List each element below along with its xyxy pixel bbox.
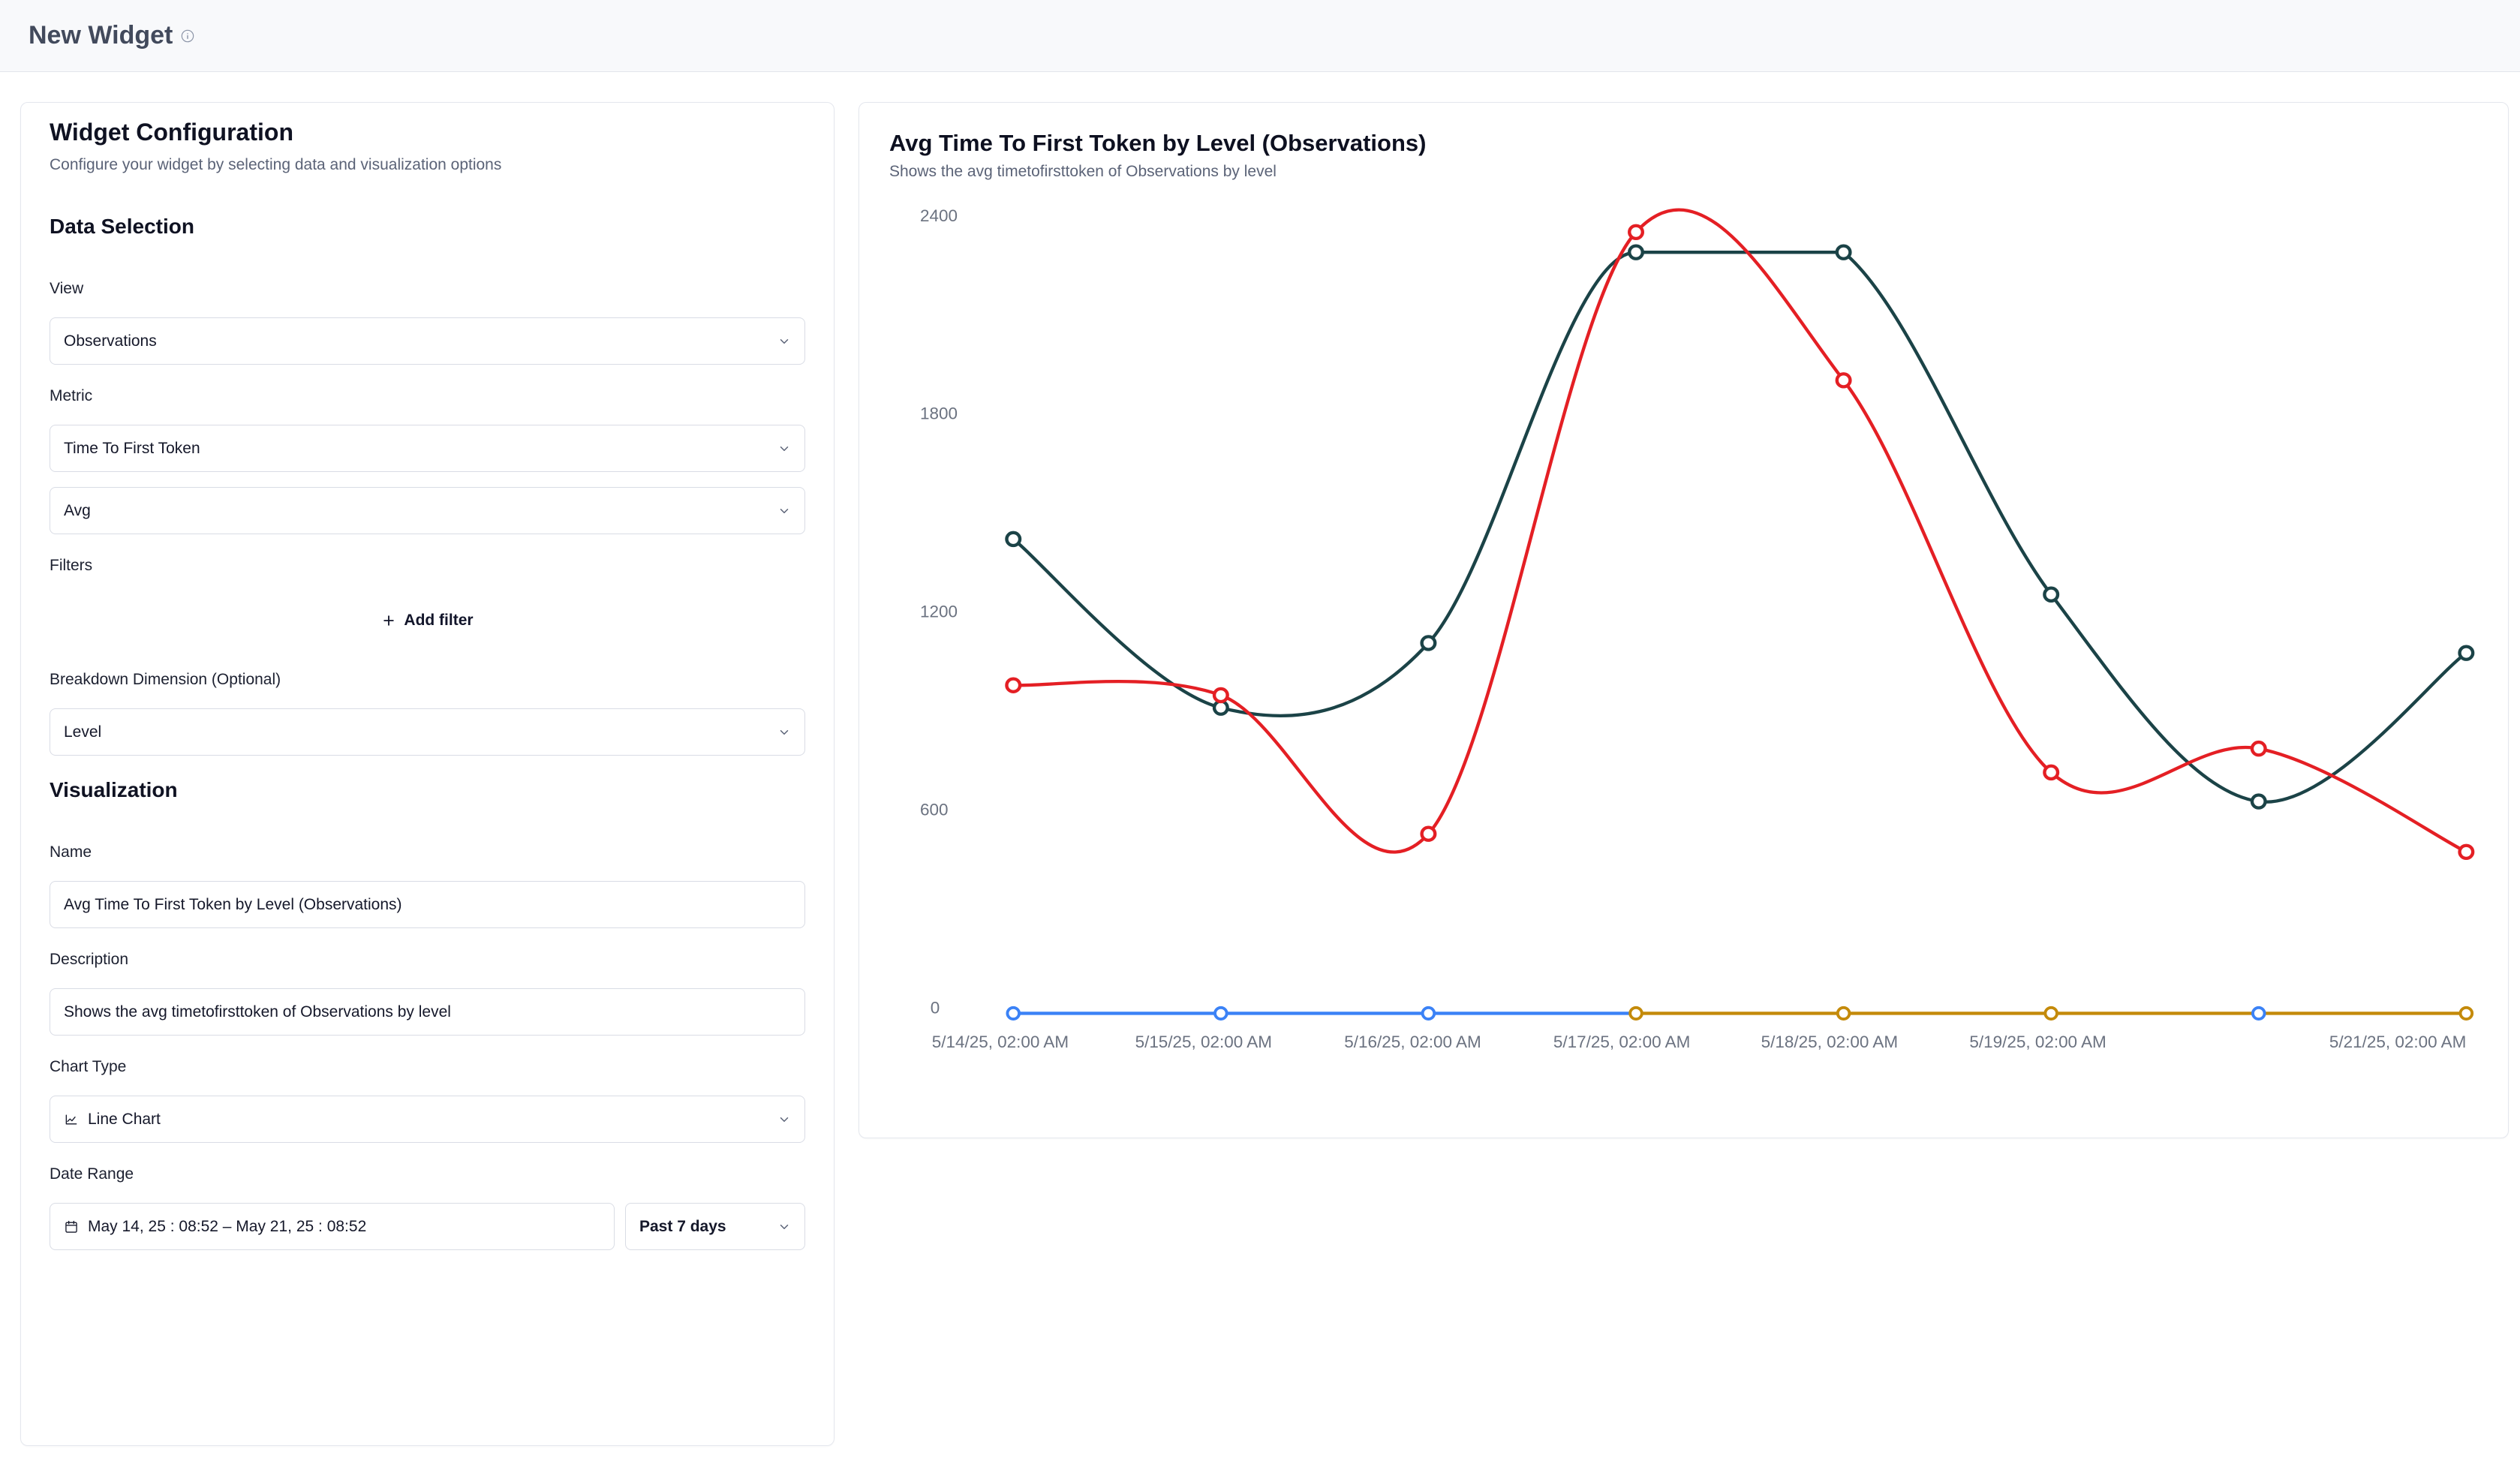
svg-text:2400: 2400 — [920, 206, 958, 225]
svg-text:1200: 1200 — [920, 603, 958, 621]
svg-text:5/21/25, 02:00 AM: 5/21/25, 02:00 AM — [2329, 1033, 2466, 1051]
svg-text:600: 600 — [920, 801, 949, 819]
svg-text:5/18/25, 02:00 AM: 5/18/25, 02:00 AM — [1761, 1033, 1898, 1051]
svg-text:5/14/25, 02:00 AM: 5/14/25, 02:00 AM — [932, 1033, 1069, 1051]
svg-text:1800: 1800 — [920, 404, 958, 423]
svg-text:0: 0 — [931, 999, 940, 1018]
svg-text:5/17/25, 02:00 AM: 5/17/25, 02:00 AM — [1553, 1033, 1690, 1051]
svg-text:5/15/25, 02:00 AM: 5/15/25, 02:00 AM — [1135, 1033, 1272, 1051]
svg-text:5/16/25, 02:00 AM: 5/16/25, 02:00 AM — [1344, 1033, 1481, 1051]
svg-text:5/19/25, 02:00 AM: 5/19/25, 02:00 AM — [1969, 1033, 2106, 1051]
